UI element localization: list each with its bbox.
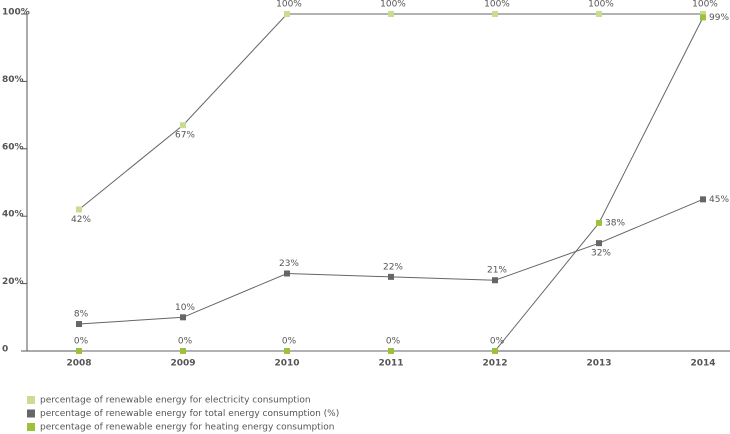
data-label: 99% — [709, 13, 729, 23]
point — [700, 14, 706, 21]
legend-swatch — [27, 409, 35, 418]
x-tick-label: 2011 — [378, 359, 403, 369]
point — [388, 11, 394, 17]
point — [180, 122, 186, 129]
data-label: 38% — [605, 218, 625, 228]
point — [388, 348, 394, 354]
y-tick-label: 20% — [2, 277, 24, 287]
point — [284, 11, 290, 17]
legend-label: percentage of renewable energy for heati… — [40, 423, 334, 433]
y-tick-label: 0 — [2, 345, 8, 355]
legend-label: percentage of renewable energy for total… — [40, 409, 339, 419]
data-label: 0% — [386, 337, 401, 347]
data-label: 100% — [588, 0, 614, 10]
point — [76, 348, 82, 354]
data-label: 8% — [74, 310, 89, 320]
legend-label: percentage of renewable energy for elect… — [40, 396, 311, 406]
y-tick-label: 80% — [2, 75, 24, 85]
data-label: 100% — [484, 0, 510, 10]
data-label: 42% — [71, 215, 91, 225]
point — [76, 321, 82, 328]
y-tick-label: 60% — [2, 142, 24, 152]
point — [492, 348, 498, 354]
legend-swatch — [27, 423, 35, 431]
series-line — [78, 13, 703, 210]
x-tick-label: 2014 — [690, 359, 715, 369]
point — [180, 314, 186, 321]
data-label: 0% — [282, 337, 297, 347]
point — [180, 348, 186, 354]
legend-swatch — [27, 396, 35, 404]
point — [284, 270, 290, 277]
data-label: 10% — [175, 303, 195, 313]
series-line — [79, 17, 704, 352]
point — [596, 11, 602, 17]
y-tick-label: 40% — [2, 210, 24, 220]
point — [492, 277, 498, 284]
data-label: 0% — [178, 337, 193, 347]
point — [596, 219, 602, 226]
x-tick-label: 2010 — [274, 359, 299, 369]
data-label: 45% — [709, 195, 729, 205]
point — [492, 11, 498, 17]
data-label: 22% — [383, 262, 403, 272]
data-label: 23% — [279, 259, 299, 269]
data-label: 100% — [380, 0, 406, 10]
point — [700, 196, 706, 203]
point — [700, 11, 706, 17]
x-tick-label: 2009 — [170, 359, 195, 369]
point — [76, 206, 82, 213]
data-label: 0% — [74, 337, 89, 347]
data-label: 100% — [692, 0, 718, 10]
x-tick-label: 2012 — [482, 359, 507, 369]
data-label: 67% — [175, 131, 195, 141]
x-tick-label: 2013 — [586, 359, 611, 369]
data-label: 21% — [487, 266, 507, 276]
data-label: 32% — [591, 249, 611, 259]
point — [596, 240, 602, 247]
data-label: 100% — [276, 0, 302, 10]
data-label: 0% — [490, 337, 505, 347]
point — [284, 348, 290, 354]
y-tick-label: 100% — [2, 8, 30, 18]
point — [388, 273, 394, 280]
x-tick-label: 2008 — [66, 359, 91, 369]
